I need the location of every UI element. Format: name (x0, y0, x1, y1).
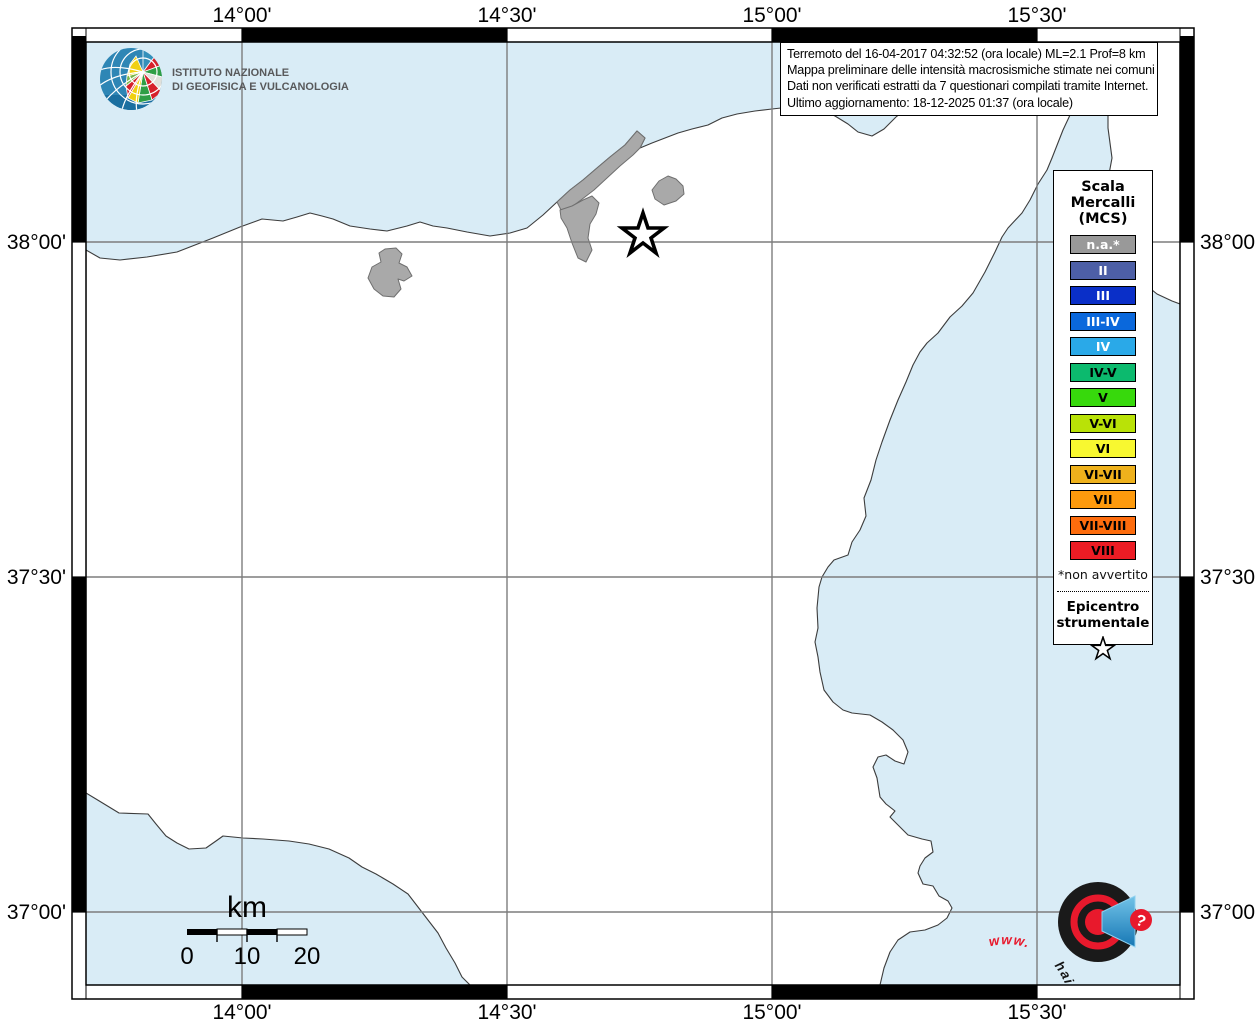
legend-item-vii: VII (1070, 490, 1136, 509)
lat-label-right: 37°00' (1200, 901, 1255, 924)
ingv-org-name-line1: ISTITUTO NAZIONALE (172, 67, 289, 79)
scale-bar-tick: 20 (294, 943, 321, 970)
epicenter-legend-label: Epicentro strumentale (1056, 598, 1150, 632)
event-info-line: Ultimo aggiornamento: 18-12-2025 01:37 (… (787, 95, 1073, 110)
lon-label-top: 14°00' (212, 4, 271, 27)
legend-item-iii: III (1070, 286, 1136, 305)
epicenter-star-icon (1054, 634, 1152, 665)
na-municipality-polygon (367, 247, 413, 298)
watermark-megaphone-icon (1101, 895, 1136, 948)
legend-divider (1057, 590, 1149, 592)
scale-bar-tick: 10 (234, 943, 261, 970)
legend-item-vii-viii: VII-VIII (1070, 515, 1136, 535)
event-info-line: Mappa preliminare delle intensità macros… (787, 63, 1155, 78)
lon-label-bottom: 15°00' (742, 1001, 801, 1024)
scale-bar-tick: 0 (180, 943, 193, 970)
legend-item-na: n.a.* (1070, 235, 1136, 254)
na-municipality-polygon (559, 195, 600, 263)
watermark-question-badge (1130, 909, 1152, 931)
lon-label-top: 15°30' (1007, 4, 1066, 27)
legend-title: Scala Mercalli (MCS) (1070, 179, 1136, 227)
lat-label-right: 38°00' (1200, 231, 1255, 254)
legend-footnote: *non avvertito (1058, 566, 1148, 582)
lat-label-left: 38°00' (7, 231, 66, 254)
lat-label-left: 37°00' (7, 901, 66, 924)
event-info-box: Terremoto del 16-04-2017 04:32:52 (ora l… (780, 42, 1158, 116)
ingv-globe-icon (100, 48, 162, 110)
legend-item-vi-vii: VI-VII (1070, 464, 1136, 484)
lon-label-bottom: 14°30' (477, 1001, 536, 1024)
legend-item-vi: VI (1070, 439, 1136, 458)
scale-bar-unit: km (227, 891, 267, 924)
ingv-org-name-line2: DI GEOFISICA E VULCANOLOGIA (172, 81, 349, 93)
legend-item-ii: II (1070, 260, 1136, 280)
legend-panel: Scala Mercalli (MCS) n.a.* II III III-IV… (1053, 170, 1153, 661)
legend-item-v: V (1070, 388, 1136, 407)
lon-label-top: 15°00' (742, 4, 801, 27)
na-municipality-polygon (651, 175, 685, 206)
ingv-logo: ISTITUTO NAZIONALE DI GEOFISICA E VULCAN… (100, 48, 349, 110)
axis-labels: 14°00' 14°30' 15°00' 15°30' 14°00' 14°30… (7, 4, 1255, 1024)
watermark-logo: ? haisentitoilterremoto.it www. (986, 882, 1152, 985)
lon-label-bottom: 14°00' (212, 1001, 271, 1024)
map-frame (71, 27, 1195, 1000)
epicenter-star-marker (616, 207, 670, 259)
lon-label-bottom: 15°30' (1007, 1001, 1066, 1024)
event-info-line: Terremoto del 16-04-2017 04:32:52 (ora l… (787, 47, 1146, 61)
legend-item-iii-iv: III-IV (1070, 311, 1136, 331)
lat-label-right: 37°30' (1200, 566, 1255, 589)
na-municipalities (367, 130, 685, 298)
event-info-line: Dati non verificati estratti da 7 questi… (787, 79, 1149, 94)
lat-label-left: 37°30' (7, 566, 66, 589)
legend-item-iv: IV (1070, 337, 1136, 356)
legend-item-viii: VIII (1070, 541, 1136, 560)
lon-label-top: 14°30' (477, 4, 536, 27)
legend-item-v-vi: V-VI (1070, 413, 1136, 433)
legend-item-iv-v: IV-V (1070, 362, 1136, 382)
scale-bar: km 0 10 20 (180, 891, 320, 970)
watermark-url-www: www. (987, 932, 1032, 951)
